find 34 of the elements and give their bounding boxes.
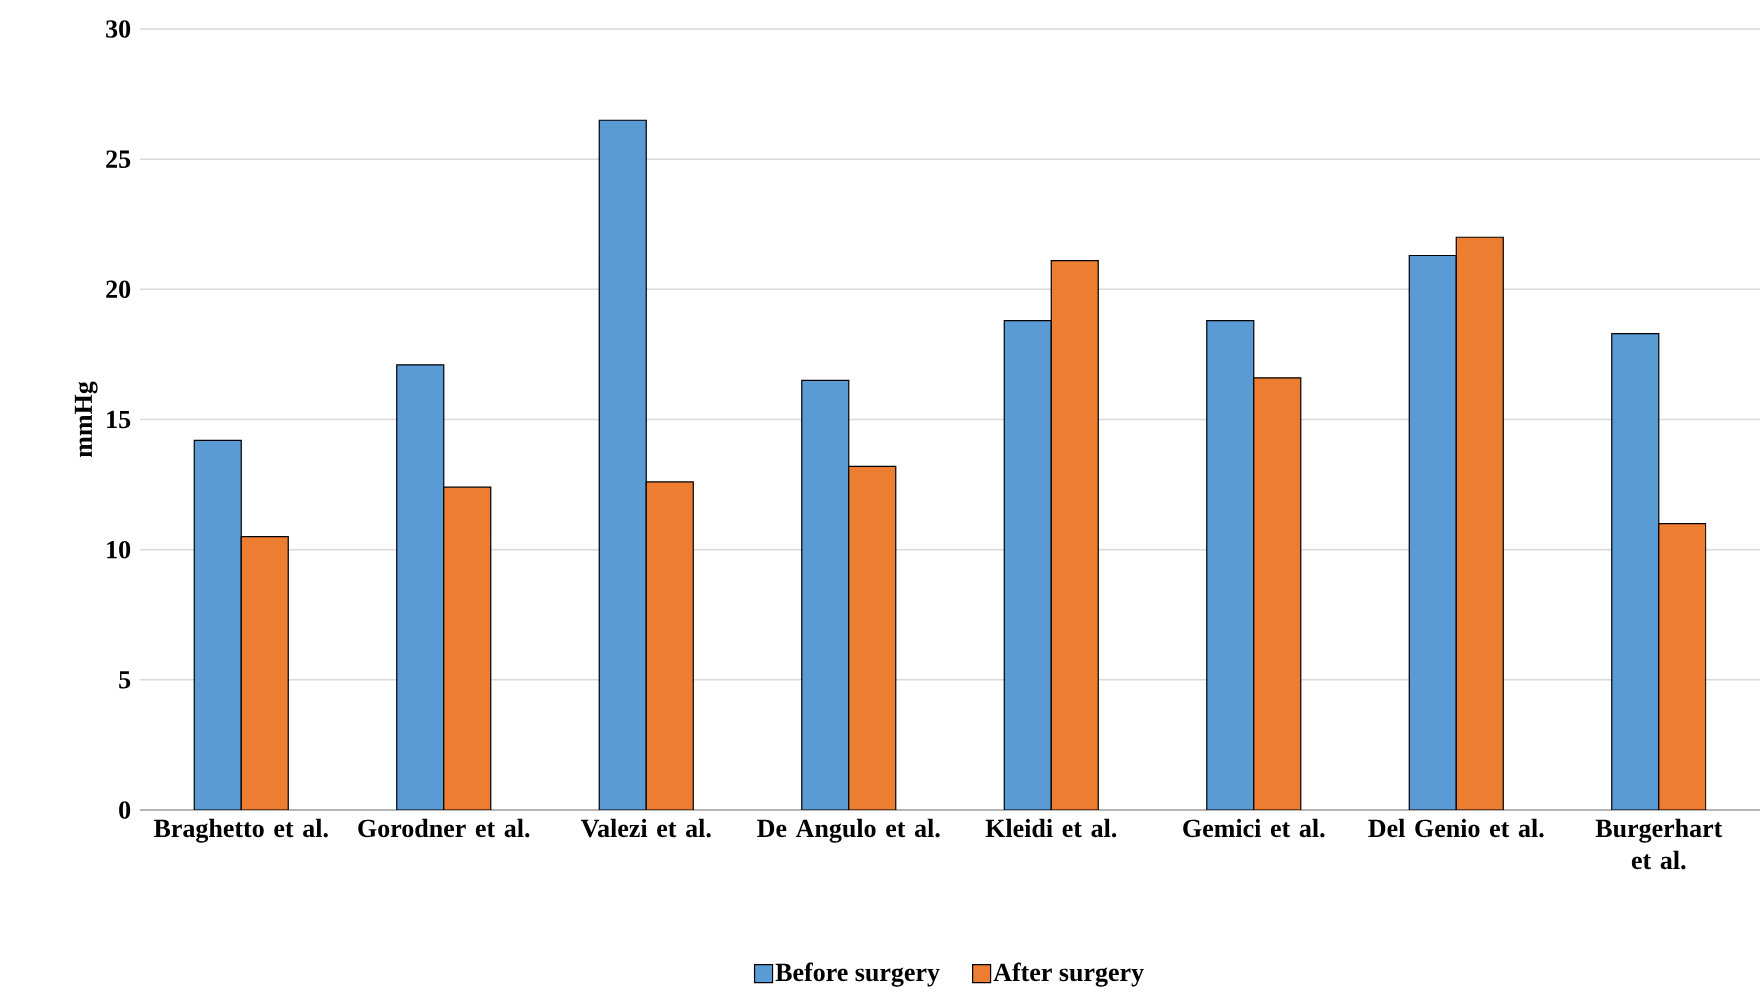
y-tick-label: 15	[107, 410, 131, 429]
bar	[801, 379, 850, 810]
x-tick-label: Kleidi et al.	[985, 818, 1117, 838]
y-tick-label: 20	[106, 280, 131, 299]
x-tick-label: Del Genio et al.	[1368, 818, 1544, 838]
x-tick-label: De Angulo et al.	[757, 818, 940, 843]
x-tick-label: Gemici et al.	[1183, 818, 1325, 838]
y-tick-label: 25	[106, 150, 131, 168]
x-tick-label: Valezi et al.	[580, 818, 711, 838]
legend-label: Before surgery	[775, 962, 940, 987]
x-tick-label: Gorodner et al.	[358, 818, 530, 838]
bar	[1253, 377, 1302, 810]
bar	[1003, 319, 1052, 810]
bar	[848, 465, 897, 810]
y-axis-title: mmHg	[74, 381, 98, 458]
bar	[1206, 319, 1255, 810]
bar	[193, 439, 242, 810]
bar	[240, 536, 289, 810]
bar	[396, 364, 445, 810]
y-tick-label: 5	[119, 671, 131, 689]
bar	[443, 486, 492, 810]
bar	[645, 481, 694, 810]
bar	[1408, 254, 1457, 810]
bar	[1658, 523, 1707, 810]
legend-label: After surgery	[993, 962, 1144, 987]
y-tick-label: 0	[119, 801, 131, 819]
y-tick-label: 10	[107, 540, 131, 559]
bar	[598, 119, 647, 810]
bar	[1050, 260, 1099, 810]
bar	[1611, 332, 1660, 810]
y-tick-label: 30	[106, 20, 131, 38]
x-tick-label: Braghetto et al.	[153, 818, 328, 843]
x-tick-label: Burgerhart et al.	[1595, 818, 1723, 870]
bar	[1455, 236, 1504, 810]
